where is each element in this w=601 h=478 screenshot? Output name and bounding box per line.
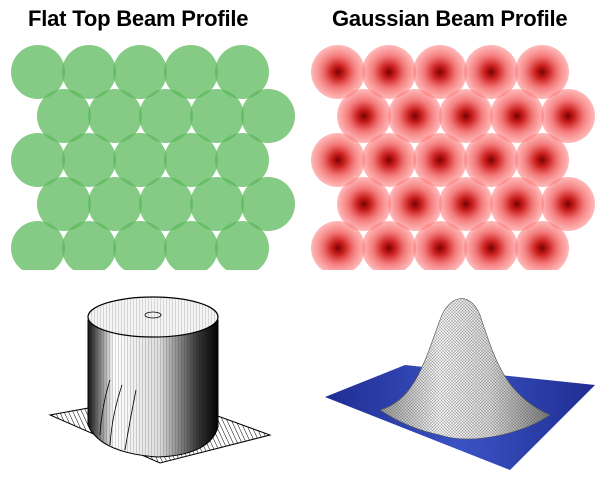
gaussian-circle (413, 45, 467, 99)
flat-top-circle (88, 177, 142, 231)
flat-top-circle (215, 133, 269, 187)
gaussian-circle (439, 89, 493, 143)
gaussian-circle (311, 221, 365, 270)
flat-top-circle-array (11, 45, 295, 270)
flat-top-circle (190, 89, 244, 143)
flat-top-circle (241, 89, 295, 143)
gaussian-circle (464, 45, 518, 99)
gaussian-circle (515, 221, 569, 270)
flat-top-circle (215, 221, 269, 270)
gaussian-circle (490, 177, 544, 231)
gaussian-circle (541, 89, 595, 143)
flat-top-title: Flat Top Beam Profile (28, 6, 249, 31)
flat-top-circle (164, 45, 218, 99)
flat-top-circle (139, 177, 193, 231)
flat-top-circle (62, 133, 116, 187)
flat-top-circle (37, 89, 91, 143)
gaussian-circle (362, 221, 416, 270)
gaussian-circle (337, 177, 391, 231)
gaussian-circle (362, 45, 416, 99)
gaussian-circle (464, 133, 518, 187)
flat-top-circle (164, 133, 218, 187)
flat-top-circle (88, 89, 142, 143)
flat-top-circle (241, 177, 295, 231)
flat-top-circle (62, 221, 116, 270)
gaussian-circle-array (311, 45, 595, 270)
flat-top-circle (11, 133, 65, 187)
gaussian-circle (413, 133, 467, 187)
gaussian-circle (464, 221, 518, 270)
flat-top-circle (113, 45, 167, 99)
gaussian-circle (490, 89, 544, 143)
gaussian-circle (388, 89, 442, 143)
flat-top-circle (11, 221, 65, 270)
flat-top-circle (62, 45, 116, 99)
flat-top-circle (37, 177, 91, 231)
flat-top-3d-surface (48, 296, 272, 464)
gaussian-circle (311, 45, 365, 99)
gaussian-circle (439, 177, 493, 231)
flat-top-circle (11, 45, 65, 99)
flat-top-circle (113, 133, 167, 187)
gaussian-circle (541, 177, 595, 231)
flat-top-circle (215, 45, 269, 99)
gaussian-3d-surface (325, 298, 595, 470)
gaussian-circle (413, 221, 467, 270)
flat-top-circle (139, 89, 193, 143)
gaussian-circle (515, 133, 569, 187)
gaussian-circle (515, 45, 569, 99)
flat-top-circle (190, 177, 244, 231)
flat-top-circle (164, 221, 218, 270)
gaussian-title: Gaussian Beam Profile (332, 6, 568, 31)
gaussian-circle (337, 89, 391, 143)
flat-top-circle (113, 221, 167, 270)
gaussian-circle (311, 133, 365, 187)
gaussian-circle (362, 133, 416, 187)
gaussian-circle (388, 177, 442, 231)
